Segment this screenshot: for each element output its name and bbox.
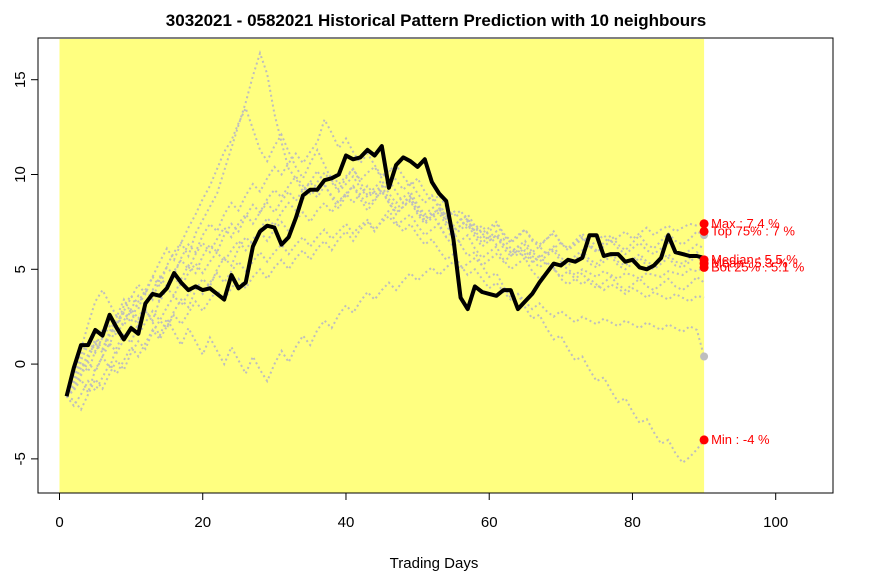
- prediction-window-region: [59, 39, 705, 493]
- main-series-line: [64, 144, 705, 397]
- prediction-label-top-75-: Top 75% : 7 %: [711, 223, 795, 238]
- prediction-label-bot-25-: Bot 25% : 5.1 %: [711, 259, 805, 274]
- prediction-point-top-75-: [699, 226, 709, 236]
- x-tick-label: 20: [194, 514, 211, 531]
- x-tick-label: 40: [338, 514, 355, 531]
- neighbour-endpoint-2: [700, 352, 709, 361]
- y-axis: -5 0 5 10 15: [12, 71, 39, 466]
- neighbour-line-5: [66, 184, 705, 412]
- y-tick-label: 0: [12, 360, 29, 368]
- x-tick-label: 60: [481, 514, 498, 531]
- prediction-points-group: Max : 7.4 %Top 75% : 7 % Median : 5.5 %Me…: [699, 216, 805, 447]
- main-series-group: [64, 144, 705, 397]
- neighbour-line-4: [65, 170, 705, 398]
- x-tick-label: 80: [624, 514, 641, 531]
- neighbour-line-8: [65, 178, 705, 465]
- neighbour-line-1: [65, 50, 705, 397]
- y-tick-label: 15: [12, 71, 29, 88]
- prediction-label-min: Min : -4 %: [711, 432, 770, 447]
- prediction-point-bot-25-: [699, 262, 709, 272]
- prediction-label-mean: Mean : 5.3 %: [711, 256, 788, 271]
- prediction-label-max: Max : 7.4 %: [711, 216, 780, 231]
- x-tick-label: 100: [763, 514, 788, 531]
- prediction-point-min: [699, 435, 709, 445]
- y-tick-label: -5: [12, 452, 29, 465]
- x-axis-label: Trading Days: [390, 555, 479, 571]
- y-tick-label: 10: [12, 166, 29, 183]
- x-axis: 0 20 40 60 80 100: [55, 492, 788, 531]
- chart-title: 3032021 - 0582021 Historical Pattern Pre…: [166, 11, 706, 30]
- y-tick-label: 5: [12, 265, 29, 273]
- neighbour-line-2: [65, 105, 705, 397]
- prediction-label-median: Median : 5.5 %: [711, 252, 798, 267]
- neighbour-line-7: [65, 208, 706, 408]
- x-tick-label: 0: [55, 514, 63, 531]
- prediction-point-max: [699, 219, 709, 229]
